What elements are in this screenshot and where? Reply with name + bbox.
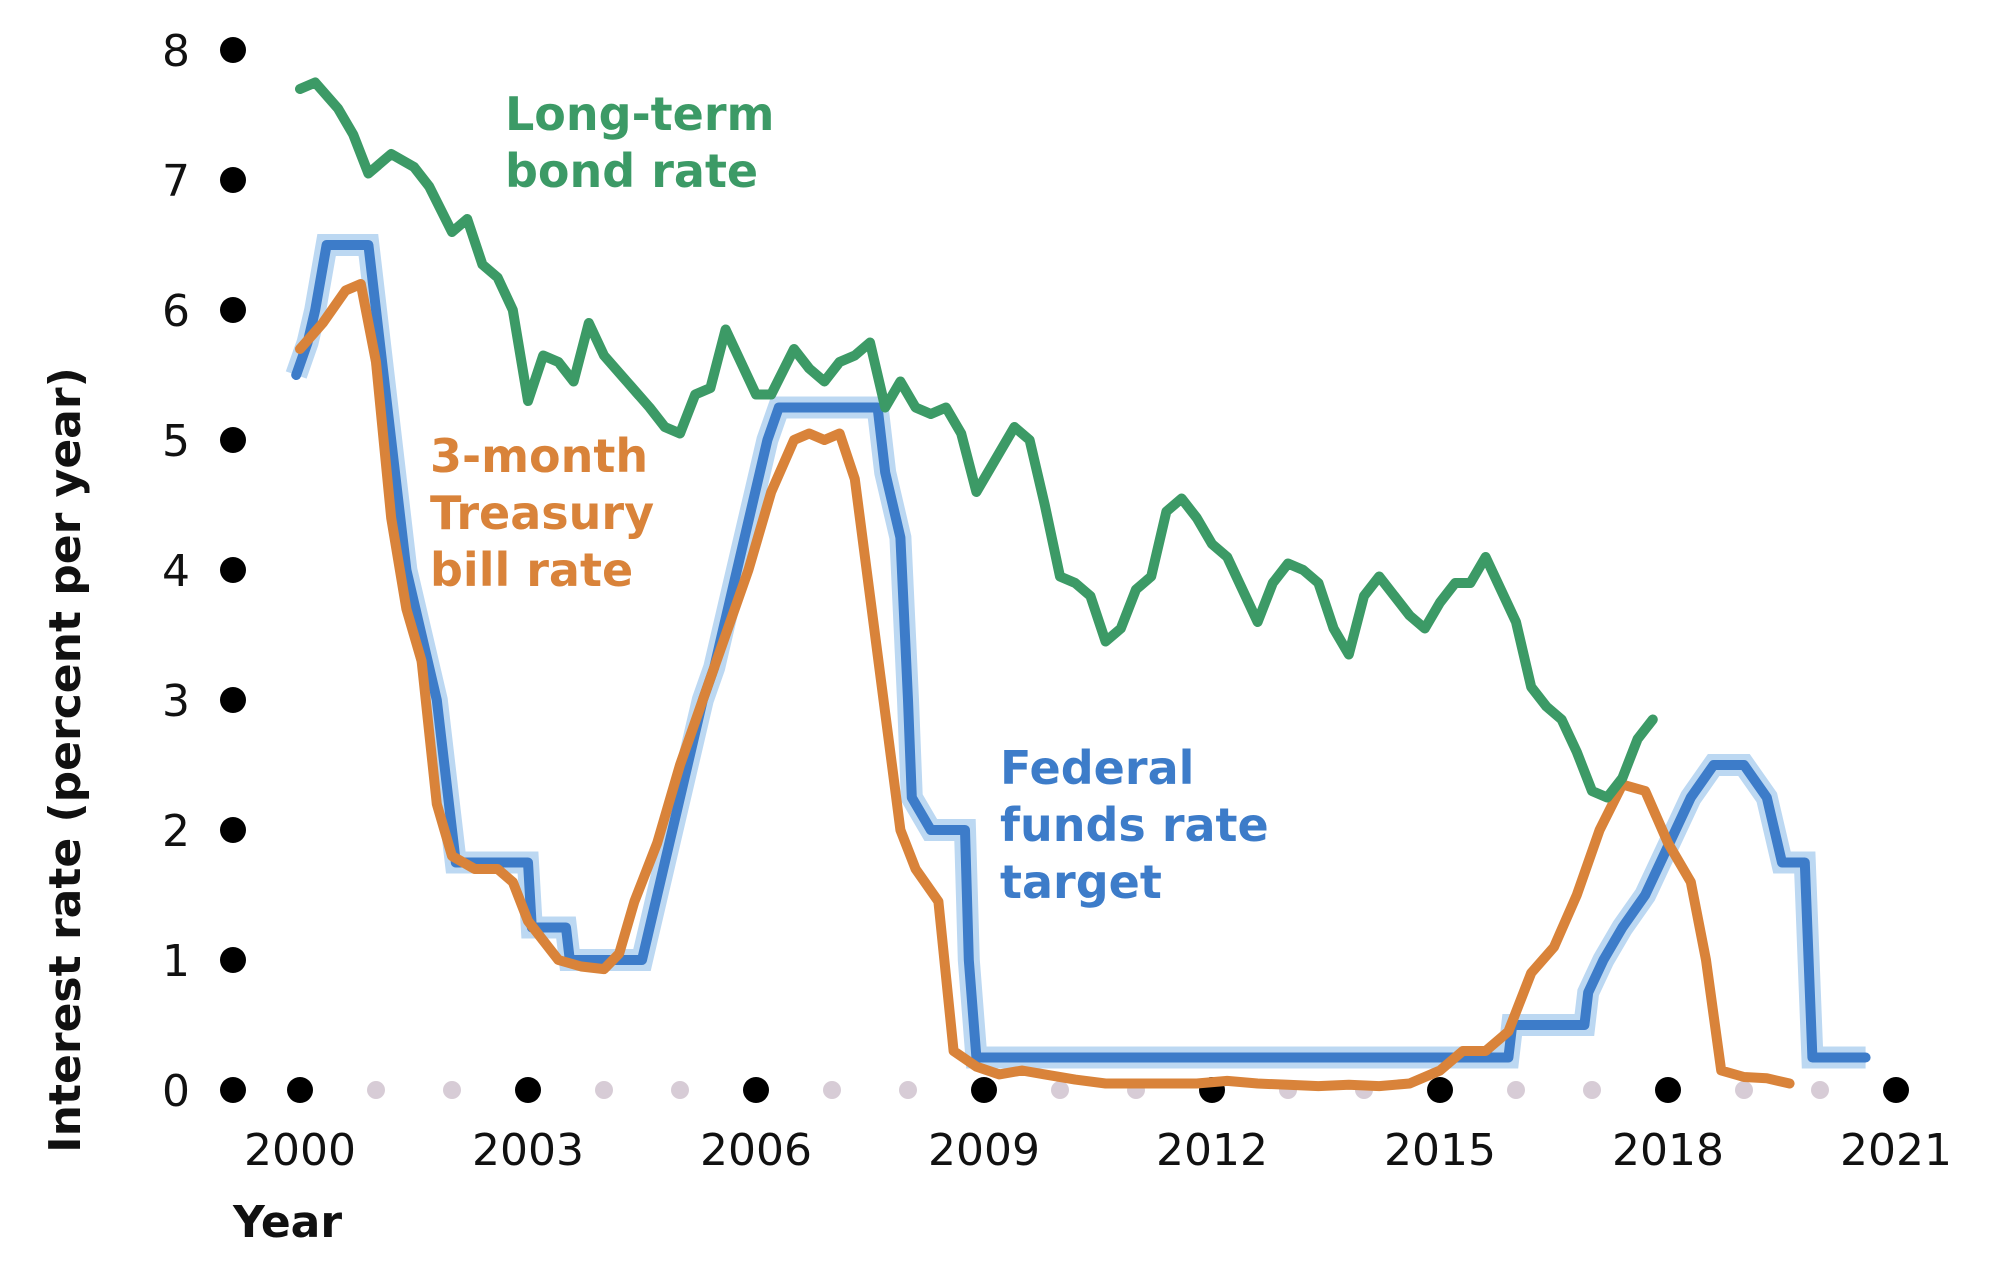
x-axis-minor-dot (899, 1081, 917, 1099)
y-tick-label: 2 (162, 806, 190, 857)
series-label: Federal (1000, 741, 1194, 795)
series-label: Long-term (505, 87, 775, 141)
y-tick-dot (220, 427, 246, 453)
y-tick-label: 3 (162, 676, 190, 727)
y-tick-dot (220, 557, 246, 583)
series-line-1 (295, 279, 1795, 1092)
x-axis-minor-dot (671, 1081, 689, 1099)
series-label: 3-month (430, 429, 648, 483)
y-tick-label: 4 (162, 546, 190, 597)
x-axis-minor-dot (1811, 1081, 1829, 1099)
y-tick-label: 6 (162, 286, 190, 337)
y-tick-dot (220, 167, 246, 193)
x-axis-minor-dot (1583, 1081, 1601, 1099)
y-tick-dot (220, 687, 246, 713)
x-tick-label: 2003 (472, 1125, 584, 1176)
x-axis-minor-dot (1507, 1081, 1525, 1099)
y-tick-dot (220, 37, 246, 63)
y-tick-label: 1 (162, 936, 190, 987)
series-label: bill rate (430, 543, 633, 597)
y-tick-dot (220, 297, 246, 323)
y-tick-label: 8 (162, 26, 190, 77)
axis-dots (287, 1077, 1909, 1103)
x-tick-label: 2015 (1384, 1125, 1496, 1176)
series-label: Treasury (430, 486, 654, 540)
x-tick-label: 2006 (700, 1125, 812, 1176)
x-axis-dot (1427, 1077, 1453, 1103)
series-label: funds rate (1000, 798, 1269, 852)
series-line-0 (295, 77, 1658, 803)
series-label: bond rate (505, 144, 758, 198)
x-axis-minor-dot (823, 1081, 841, 1099)
x-tick-label: 2000 (244, 1125, 356, 1176)
y-tick-label: 5 (162, 416, 190, 467)
x-axis-dot (743, 1077, 769, 1103)
x-axis-ticks: 2000 2003 2006 2009 2012 2015 2018 2021 (244, 1125, 1952, 1176)
x-axis-label: Year (232, 1197, 342, 1248)
x-axis-dot (515, 1077, 541, 1103)
x-tick-label: 2009 (928, 1125, 1040, 1176)
y-axis-label: Interest rate (percent per year) (40, 367, 91, 1152)
y-axis-ticks: 0 1 2 3 4 5 6 7 8 (162, 26, 246, 1117)
y-tick-dot (220, 817, 246, 843)
x-axis-dot (287, 1077, 313, 1103)
x-axis-dot (1655, 1077, 1681, 1103)
y-tick-label: 7 (162, 156, 190, 207)
series-layer (285, 77, 1871, 1092)
y-tick-label: 0 (162, 1066, 190, 1117)
x-axis-dot (971, 1077, 997, 1103)
y-tick-dot (220, 1077, 246, 1103)
x-axis-minor-dot (443, 1081, 461, 1099)
y-tick-dot (220, 947, 246, 973)
x-axis-minor-dot (1735, 1081, 1753, 1099)
x-axis-minor-dot (1051, 1081, 1069, 1099)
federal-funds-band (285, 234, 1866, 1069)
x-axis-dot (1883, 1077, 1909, 1103)
series-line-2 (291, 240, 1871, 1063)
x-tick-label: 2021 (1840, 1125, 1952, 1176)
x-axis-minor-dot (367, 1081, 385, 1099)
x-axis-minor-dot (595, 1081, 613, 1099)
series-label: target (1000, 855, 1162, 909)
x-tick-label: 2018 (1612, 1125, 1724, 1176)
x-tick-label: 2012 (1156, 1125, 1268, 1176)
